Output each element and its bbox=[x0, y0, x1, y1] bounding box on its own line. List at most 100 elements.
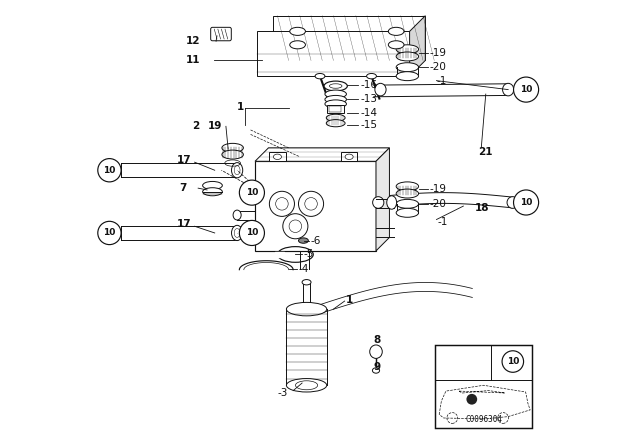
Text: 10: 10 bbox=[507, 357, 519, 366]
Circle shape bbox=[298, 191, 324, 216]
Ellipse shape bbox=[502, 83, 514, 96]
Ellipse shape bbox=[233, 210, 241, 220]
Text: -19: -19 bbox=[430, 48, 447, 58]
Bar bbox=[327, 105, 344, 113]
Circle shape bbox=[502, 351, 524, 372]
Ellipse shape bbox=[325, 90, 346, 98]
Polygon shape bbox=[410, 16, 425, 76]
Text: 21: 21 bbox=[477, 147, 492, 157]
Ellipse shape bbox=[370, 345, 382, 358]
Ellipse shape bbox=[222, 150, 243, 159]
Ellipse shape bbox=[396, 208, 419, 217]
Text: 9: 9 bbox=[374, 362, 381, 372]
Text: 1: 1 bbox=[346, 295, 353, 305]
Text: 10: 10 bbox=[246, 188, 258, 197]
Text: 10: 10 bbox=[103, 166, 116, 175]
Ellipse shape bbox=[287, 379, 327, 392]
Circle shape bbox=[239, 220, 264, 246]
Ellipse shape bbox=[396, 63, 419, 72]
Ellipse shape bbox=[287, 302, 327, 316]
Text: 1: 1 bbox=[237, 102, 244, 112]
Bar bbox=[269, 152, 285, 161]
Text: -3: -3 bbox=[278, 388, 288, 398]
Bar bbox=[435, 345, 532, 428]
Circle shape bbox=[98, 159, 121, 182]
Ellipse shape bbox=[296, 381, 317, 390]
Ellipse shape bbox=[290, 27, 305, 35]
Text: -20: -20 bbox=[430, 62, 447, 72]
Ellipse shape bbox=[203, 181, 222, 190]
Text: 2: 2 bbox=[192, 121, 200, 131]
Circle shape bbox=[305, 198, 317, 210]
Ellipse shape bbox=[396, 52, 419, 61]
Polygon shape bbox=[255, 148, 389, 161]
Ellipse shape bbox=[298, 238, 308, 243]
Ellipse shape bbox=[396, 182, 419, 191]
Text: -15: -15 bbox=[360, 121, 378, 130]
Ellipse shape bbox=[396, 189, 419, 198]
Ellipse shape bbox=[367, 73, 376, 79]
Ellipse shape bbox=[372, 197, 384, 208]
Ellipse shape bbox=[388, 27, 404, 35]
Circle shape bbox=[276, 198, 288, 210]
Ellipse shape bbox=[396, 45, 419, 54]
Bar bbox=[397, 66, 418, 76]
Text: 11: 11 bbox=[186, 56, 200, 65]
Text: 17: 17 bbox=[177, 155, 191, 165]
Ellipse shape bbox=[290, 41, 305, 49]
Text: -5: -5 bbox=[303, 250, 314, 259]
Ellipse shape bbox=[387, 196, 397, 209]
Ellipse shape bbox=[232, 163, 243, 178]
Circle shape bbox=[269, 191, 294, 216]
Text: -14: -14 bbox=[360, 108, 378, 118]
Ellipse shape bbox=[302, 280, 311, 285]
Text: -1: -1 bbox=[436, 76, 447, 86]
Ellipse shape bbox=[345, 154, 353, 159]
Text: 10: 10 bbox=[520, 85, 532, 94]
Text: -4: -4 bbox=[298, 264, 308, 274]
Text: 19: 19 bbox=[208, 121, 222, 131]
Text: -13: -13 bbox=[360, 95, 378, 104]
Text: -1: -1 bbox=[437, 217, 448, 227]
Text: 8: 8 bbox=[374, 336, 381, 345]
Text: -6: -6 bbox=[310, 236, 321, 246]
Ellipse shape bbox=[325, 100, 346, 108]
Text: 7: 7 bbox=[179, 183, 186, 193]
Circle shape bbox=[513, 190, 539, 215]
Ellipse shape bbox=[315, 73, 325, 79]
Bar bbox=[341, 152, 357, 161]
Ellipse shape bbox=[396, 199, 419, 208]
Polygon shape bbox=[273, 16, 425, 60]
Text: -19: -19 bbox=[430, 184, 447, 194]
Ellipse shape bbox=[222, 143, 243, 152]
Bar bbox=[255, 161, 376, 251]
Ellipse shape bbox=[372, 368, 380, 373]
Ellipse shape bbox=[203, 188, 222, 196]
Ellipse shape bbox=[507, 197, 518, 208]
Polygon shape bbox=[376, 148, 389, 251]
Bar bbox=[330, 106, 341, 112]
Ellipse shape bbox=[325, 95, 346, 103]
Ellipse shape bbox=[324, 81, 348, 91]
Circle shape bbox=[513, 77, 539, 102]
Text: 18: 18 bbox=[475, 203, 489, 213]
Ellipse shape bbox=[273, 154, 282, 159]
Circle shape bbox=[467, 394, 477, 405]
Ellipse shape bbox=[232, 225, 243, 241]
Text: C0096304: C0096304 bbox=[465, 415, 502, 424]
Text: 10: 10 bbox=[246, 228, 258, 237]
Ellipse shape bbox=[396, 72, 419, 81]
Circle shape bbox=[289, 220, 301, 233]
Polygon shape bbox=[257, 31, 410, 76]
Text: 12: 12 bbox=[186, 36, 200, 46]
Text: 10: 10 bbox=[520, 198, 532, 207]
FancyBboxPatch shape bbox=[211, 27, 231, 41]
Text: 10: 10 bbox=[103, 228, 116, 237]
Circle shape bbox=[239, 180, 264, 205]
Ellipse shape bbox=[375, 83, 386, 96]
Ellipse shape bbox=[326, 114, 345, 121]
Ellipse shape bbox=[388, 41, 404, 49]
Circle shape bbox=[98, 221, 121, 245]
Ellipse shape bbox=[326, 120, 345, 127]
Text: 17: 17 bbox=[177, 219, 191, 229]
